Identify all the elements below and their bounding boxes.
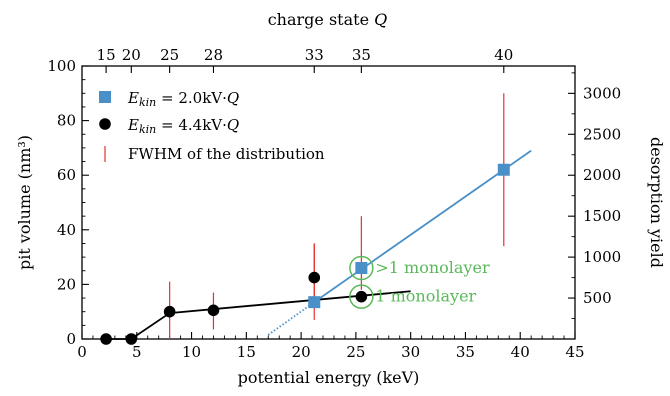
data-point-4kv xyxy=(308,271,321,284)
y2-tick-label: 2000 xyxy=(583,166,621,184)
fit-line-2kv-extrapolation xyxy=(267,301,315,336)
fit-line-2kv xyxy=(313,149,532,303)
legend-label-4kv: Ekin = 4.4kV·Q xyxy=(127,116,239,136)
x-tick-label: 30 xyxy=(401,343,420,361)
data-point-4kv xyxy=(163,305,176,318)
y-tick-label: 100 xyxy=(47,57,76,75)
data-point-4kv xyxy=(125,333,138,345)
data-point-2kv xyxy=(308,296,321,309)
top-tick-label: 25 xyxy=(160,46,179,64)
data-point-2kv xyxy=(355,262,368,275)
top-tick-label: 15 xyxy=(97,46,116,64)
x-tick-label: 5 xyxy=(132,343,142,361)
data-point-4kv xyxy=(100,333,112,345)
annotation-label: >1 monolayer xyxy=(375,258,490,277)
annotation-circle xyxy=(349,255,374,281)
x-tick-label: 10 xyxy=(182,343,201,361)
top-tick-label: 33 xyxy=(305,46,324,64)
legend-label-2kv: Ekin = 2.0kV·Q xyxy=(127,89,239,109)
data-point-2kv xyxy=(497,163,510,176)
x-tick-label: 25 xyxy=(346,343,365,361)
top-tick-label: 40 xyxy=(494,46,513,64)
top-tick-label: 35 xyxy=(352,46,371,64)
y-tick-label: 20 xyxy=(57,275,76,293)
legend-marker-2kv xyxy=(99,91,111,103)
annotation-circle xyxy=(349,284,374,309)
top-tick-label: 20 xyxy=(122,46,141,64)
plot-area: 0 5 10 15 20 25 30 35 40 45 0 20 40 60 80 100 500 1000 150… xyxy=(15,10,666,387)
y-tick-label: 0 xyxy=(66,330,76,348)
x-tick-label: 20 xyxy=(292,343,311,361)
annotation-label: 1 monolayer xyxy=(375,287,476,306)
y2-tick-label: 2500 xyxy=(583,125,621,143)
y2-tick-label: 1500 xyxy=(583,207,621,225)
y2-axis-title: desorption yield xyxy=(647,137,666,268)
fit-line-4kv xyxy=(106,290,411,340)
x2-axis-title: charge state Q xyxy=(268,10,388,29)
top-tick-label: 28 xyxy=(204,46,223,64)
y-tick-label: 40 xyxy=(57,221,76,239)
y-tick-label: 80 xyxy=(57,112,76,130)
x-tick-label: 40 xyxy=(511,343,530,361)
y2-tick-label: 3000 xyxy=(583,84,621,102)
legend-marker-4kv xyxy=(99,118,111,130)
x-tick-label: 35 xyxy=(456,343,475,361)
x-tick-label: 45 xyxy=(565,343,584,361)
x-axis-title: potential energy (keV) xyxy=(238,368,420,387)
data-point-4kv xyxy=(207,304,220,317)
y2-tick-label: 500 xyxy=(583,289,612,307)
y2-tick-label: 1000 xyxy=(583,248,621,266)
data-point-4kv xyxy=(355,290,368,303)
legend-label-fwhm: FWHM of the distribution xyxy=(128,145,325,163)
x-tick-label: 0 xyxy=(77,343,87,361)
y-tick-label: 60 xyxy=(57,166,76,184)
x-tick-label: 15 xyxy=(237,343,256,361)
y-axis-title: pit volume (nm³) xyxy=(15,135,34,270)
